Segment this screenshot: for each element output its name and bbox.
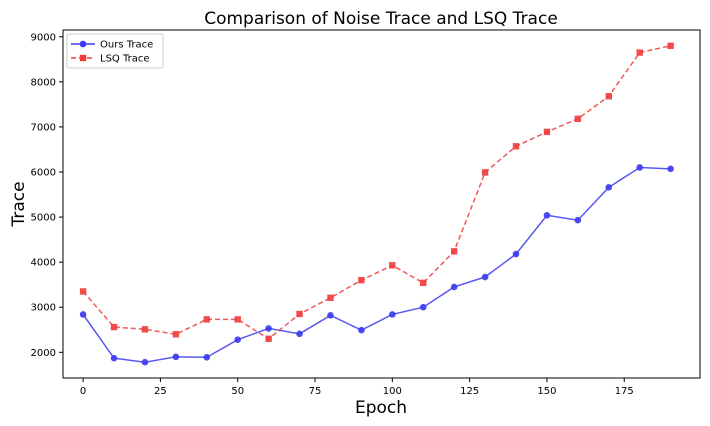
- y-tick-label: 7000: [31, 122, 56, 133]
- data-point: [234, 336, 242, 343]
- data-point: [172, 353, 180, 361]
- chart-title: Comparison of Noise Trace and LSQ Trace: [204, 9, 558, 29]
- plot-area: [62, 29, 701, 379]
- data-point: [110, 323, 118, 331]
- data-point: [389, 262, 396, 269]
- x-tick-label: 0: [80, 386, 86, 397]
- data-point: [420, 279, 427, 287]
- series-line-0: [82, 166, 671, 363]
- data-point: [481, 169, 489, 176]
- data-point: [419, 303, 427, 311]
- data-point: [636, 49, 643, 56]
- data-point: [234, 316, 241, 323]
- data-point: [296, 330, 303, 338]
- data-point: [141, 358, 149, 366]
- data-point: [358, 326, 365, 334]
- x-tick-label: 50: [231, 386, 244, 397]
- data-point: [203, 316, 210, 323]
- y-tick-label: 8000: [31, 77, 56, 88]
- data-point: [605, 93, 612, 100]
- x-axis: 0 25 50 75 100 125 150 175: [80, 378, 634, 397]
- data-point: [481, 273, 489, 281]
- data-point: [358, 276, 365, 284]
- legend-label: Ours Trace: [100, 40, 153, 51]
- data-point: [667, 42, 674, 49]
- data-point: [605, 184, 613, 191]
- x-tick-label: 175: [615, 386, 634, 397]
- data-point: [296, 310, 303, 318]
- data-point: [141, 326, 149, 333]
- x-axis-label: Epoch: [355, 398, 407, 418]
- data-point: [512, 143, 520, 150]
- y-tick-label: 3000: [31, 303, 56, 314]
- data-point: [327, 294, 334, 301]
- data-point: [512, 250, 520, 258]
- y-axis: 2000 3000 4000 5000 6000 7000 8000 9000: [31, 32, 63, 359]
- data-point: [172, 331, 180, 338]
- x-tick-label: 125: [460, 386, 479, 397]
- data-point: [203, 353, 211, 361]
- series-layer: [79, 42, 674, 366]
- legend: Ours Trace LSQ Trace: [66, 33, 164, 69]
- data-point: [79, 311, 87, 318]
- legend-label: LSQ Trace: [100, 54, 150, 65]
- legend-marker: [79, 54, 87, 62]
- data-point: [574, 216, 582, 224]
- y-tick-label: 2000: [31, 348, 56, 359]
- data-point: [389, 311, 396, 318]
- data-point: [79, 288, 87, 295]
- data-point: [110, 354, 118, 362]
- data-point: [543, 128, 551, 136]
- data-point: [265, 335, 272, 342]
- data-point: [574, 115, 582, 123]
- legend-marker: [79, 40, 87, 48]
- data-point: [667, 165, 674, 173]
- data-point: [543, 211, 551, 219]
- y-tick-label: 9000: [31, 32, 56, 43]
- data-point: [327, 312, 334, 319]
- x-tick-label: 75: [309, 386, 322, 397]
- y-tick-label: 6000: [31, 167, 56, 178]
- data-point: [265, 325, 272, 332]
- data-point: [450, 248, 458, 255]
- legend-box: [66, 33, 164, 69]
- data-point: [450, 283, 458, 291]
- x-tick-label: 150: [537, 386, 556, 397]
- x-tick-label: 25: [154, 386, 167, 397]
- y-axis-label: Trace: [9, 181, 29, 227]
- data-point: [636, 164, 644, 171]
- y-tick-label: 5000: [31, 213, 56, 224]
- x-tick-label: 100: [383, 386, 402, 397]
- series-line-1: [82, 45, 671, 340]
- y-tick-label: 4000: [31, 258, 56, 269]
